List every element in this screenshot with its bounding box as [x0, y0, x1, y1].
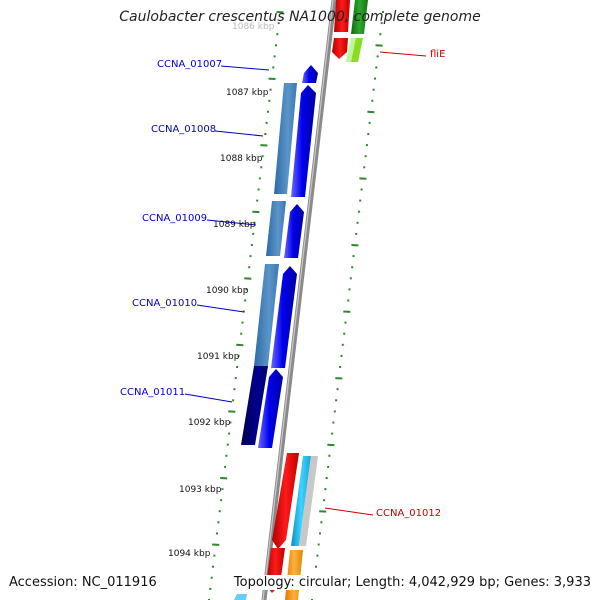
connector-flie: [379, 51, 427, 57]
track-segment-green: [351, 0, 368, 34]
gene-label-ccna-01008[interactable]: CCNA_01008: [151, 124, 217, 135]
connector-ccna-01008: [214, 130, 264, 137]
gene-label-ccna-01007[interactable]: CCNA_01007: [157, 59, 223, 70]
track-segment-ccna-01010: [254, 264, 279, 366]
connector-ccna-01009: [206, 219, 257, 226]
gene-label-ccna-01009[interactable]: CCNA_01009: [142, 213, 208, 224]
gene-label-ccna-01011[interactable]: CCNA_01011: [120, 387, 186, 398]
connector-ccna-01011: [184, 393, 233, 403]
genome-backbone-highlight: [262, 0, 334, 600]
gene-arrow-ccna-01008[interactable]: [291, 85, 316, 197]
gene-label-ccna-01010[interactable]: CCNA_01010: [132, 298, 198, 309]
gene-arrow-ccna-01011[interactable]: [258, 369, 283, 448]
tick-label-1093: 1093 kbp: [179, 485, 222, 495]
tick-label-1090: 1090 kbp: [206, 286, 249, 296]
tick-label-1086: 1086 kbp: [232, 22, 275, 32]
connector-ccna-01010: [196, 304, 245, 313]
track-segment-ccna-01009: [266, 201, 286, 256]
tick-label-1094: 1094 kbp: [168, 549, 211, 559]
gene-arrow-ccna-01009[interactable]: [284, 204, 304, 258]
gene-label-flie[interactable]: fliE: [430, 49, 446, 60]
outer-dotted-ring-left: [208, 11, 284, 600]
reverse-feature-track: [241, 83, 297, 445]
gene-label-ccna-01012[interactable]: CCNA_01012: [376, 508, 442, 519]
track-segment-small-cyan: [234, 594, 247, 600]
track-segment-grey: [299, 456, 318, 546]
genome-backbone: [261, 0, 337, 600]
tick-label-1087: 1087 kbp: [226, 88, 269, 98]
tick-label-1089: 1089 kbp: [213, 220, 256, 230]
gene-arrow-ccna-01010[interactable]: [271, 266, 297, 368]
tick-label-1092: 1092 kbp: [188, 418, 231, 428]
gene-arrow-upstream[interactable]: [334, 0, 350, 32]
gene-arrow-ccna-01007[interactable]: [302, 65, 318, 83]
accession-text: Accession: NC_011916: [9, 575, 159, 590]
genome-summary-text: Topology: circular; Length: 4,042,929 bp…: [230, 575, 591, 590]
track-segment-ccna-01008: [274, 83, 297, 194]
tick-label-1091: 1091 kbp: [197, 352, 240, 362]
forward-genes-track: [266, 0, 350, 593]
gene-arrow-flie[interactable]: [332, 38, 348, 59]
track-segment-lightgreen-highlight: [345, 38, 356, 62]
label-connectors: [184, 51, 427, 516]
gene-arrow-ccna-01012[interactable]: [272, 453, 299, 549]
track-segment-ccna-01011: [241, 366, 268, 445]
tick-label-1088: 1088 kbp: [220, 154, 263, 164]
map-title: Caulobacter crescentus NA1000, complete …: [119, 9, 481, 25]
reverse-genes-track: [258, 65, 318, 448]
connector-ccna-01007: [220, 65, 270, 71]
connector-ccna-01012: [324, 507, 374, 516]
track-segment-cyan: [291, 456, 311, 546]
